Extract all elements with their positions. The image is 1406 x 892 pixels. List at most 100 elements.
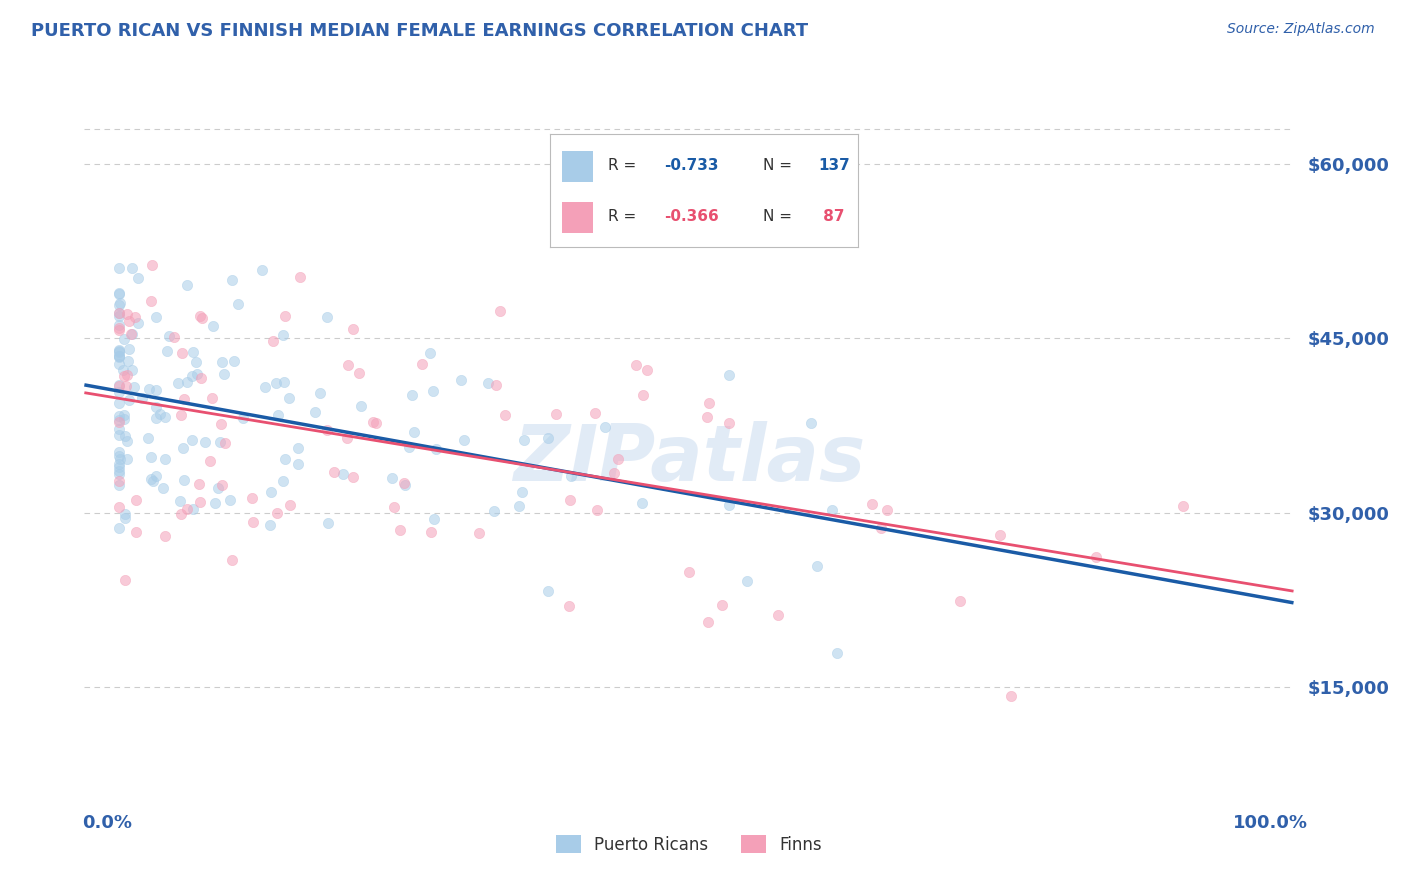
Point: [1000, 689, 1022, 703]
Point: [115, 434, 138, 449]
Point: [121, 363, 143, 377]
Point: [188, 477, 211, 491]
Point: [211, 355, 233, 369]
Point: [342, 470, 364, 484]
Point: [188, 309, 211, 323]
Point: [108, 415, 131, 429]
Point: [287, 457, 309, 471]
Point: [194, 435, 217, 450]
Point: [453, 433, 475, 447]
Point: [108, 477, 131, 491]
Point: [586, 503, 609, 517]
Point: [315, 310, 337, 324]
Point: [388, 523, 411, 537]
Point: [263, 334, 285, 349]
Point: [167, 376, 190, 390]
Point: [711, 598, 734, 612]
Point: [108, 449, 131, 463]
Point: [876, 503, 898, 517]
Point: [108, 309, 131, 323]
Point: [118, 313, 141, 327]
Point: [583, 406, 606, 420]
Point: [394, 478, 416, 492]
Point: [180, 369, 202, 384]
Point: [108, 395, 131, 409]
Point: [127, 316, 149, 330]
Point: [342, 322, 364, 336]
Point: [108, 343, 131, 358]
Point: [401, 388, 423, 402]
Point: [108, 409, 131, 424]
Point: [108, 428, 131, 442]
Point: [163, 329, 186, 343]
Point: [131, 391, 153, 405]
Point: [267, 409, 290, 423]
Point: [800, 417, 823, 431]
Point: [114, 508, 136, 522]
Point: [125, 492, 148, 507]
Point: [108, 384, 131, 399]
Point: [631, 388, 654, 402]
Point: [112, 412, 135, 426]
Point: [419, 524, 441, 539]
Point: [108, 349, 131, 363]
Point: [607, 452, 630, 467]
Point: [558, 493, 581, 508]
Point: [145, 469, 167, 483]
Point: [108, 475, 131, 489]
Point: [366, 416, 388, 430]
Point: [260, 485, 283, 500]
Point: [508, 499, 530, 513]
Point: [482, 503, 505, 517]
Point: [108, 460, 131, 475]
Point: [510, 485, 533, 500]
Point: [186, 355, 208, 369]
Point: [252, 263, 274, 277]
Point: [512, 433, 534, 447]
Point: [186, 367, 208, 381]
Point: [108, 318, 131, 332]
Point: [112, 368, 135, 383]
Text: PUERTO RICAN VS FINNISH MEDIAN FEMALE EARNINGS CORRELATION CHART: PUERTO RICAN VS FINNISH MEDIAN FEMALE EA…: [31, 22, 808, 40]
Point: [124, 310, 146, 324]
Point: [1171, 499, 1194, 513]
Point: [142, 474, 165, 488]
Point: [115, 368, 138, 382]
Point: [127, 271, 149, 285]
Point: [825, 646, 848, 660]
Point: [862, 497, 884, 511]
Point: [717, 499, 740, 513]
Point: [108, 521, 131, 535]
Point: [271, 474, 294, 488]
Legend: Puerto Ricans, Finns: Puerto Ricans, Finns: [548, 829, 830, 860]
Point: [108, 349, 131, 363]
Point: [115, 307, 138, 321]
Point: [108, 350, 131, 364]
Point: [209, 435, 232, 450]
Point: [108, 464, 131, 478]
Point: [290, 269, 312, 284]
Point: [156, 343, 179, 358]
Point: [560, 468, 582, 483]
Point: [108, 286, 131, 301]
Point: [149, 407, 172, 421]
Point: [108, 377, 131, 392]
Point: [380, 471, 402, 485]
Point: [108, 451, 131, 466]
Point: [157, 329, 180, 343]
Point: [274, 309, 297, 323]
Point: [170, 408, 193, 422]
Point: [259, 517, 281, 532]
Point: [108, 444, 131, 458]
Text: ZIPatlas: ZIPatlas: [513, 421, 865, 497]
Point: [322, 465, 344, 479]
Point: [336, 431, 359, 445]
Point: [304, 405, 326, 419]
Point: [138, 382, 160, 396]
Point: [212, 368, 235, 382]
Point: [696, 615, 718, 630]
Point: [139, 293, 162, 308]
Point: [145, 310, 167, 324]
Point: [494, 409, 516, 423]
Point: [153, 452, 176, 467]
